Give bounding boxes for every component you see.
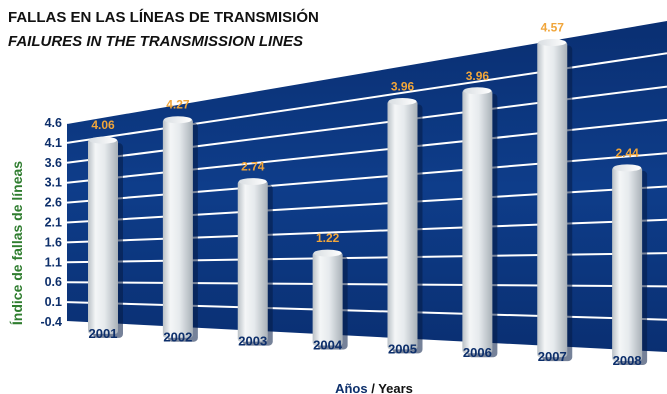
- value-label: 4.06: [91, 118, 115, 132]
- y-tick-label: 0.1: [45, 295, 62, 309]
- bar-column: [612, 166, 643, 361]
- chart-title: FALLAS EN LAS LÍNEAS DE TRANSMISIÓN FAIL…: [8, 8, 319, 50]
- value-label: 2.74: [241, 160, 265, 174]
- x-axis-label-es: Años: [335, 381, 368, 394]
- x-tick-label: 2002: [163, 330, 192, 345]
- x-axis-ticks: 2001 2002 2003 2004 2005 2006 2007 2008: [89, 326, 642, 368]
- bar: [312, 249, 348, 350]
- x-tick-label: 2008: [613, 353, 642, 368]
- y-tick-label: 3.1: [45, 176, 62, 190]
- bar-cap: [238, 178, 267, 186]
- bar-cap: [163, 116, 192, 124]
- value-label: 4.57: [541, 21, 565, 35]
- value-label: 3.96: [391, 79, 415, 93]
- bar-cap: [388, 97, 417, 105]
- bar-series: [88, 39, 648, 365]
- bar-column: [312, 252, 343, 346]
- x-axis-label: Años / Years: [335, 381, 413, 394]
- x-tick-label: 2006: [463, 345, 492, 360]
- y-tick-label: 2.1: [45, 216, 62, 230]
- bar: [162, 116, 198, 342]
- gridline: [66, 19, 667, 124]
- y-tick-label: -0.4: [40, 315, 62, 329]
- value-label: 3.96: [466, 69, 490, 83]
- value-labels: 4.06 4.27 2.74 1.22 3.96 3.96 4.57 2.44: [91, 21, 639, 246]
- y-tick-label: 2.6: [45, 196, 62, 210]
- y-axis-label: Índice de fallas de líneas: [9, 161, 25, 325]
- bar-column: [537, 41, 568, 358]
- chart-panel: [67, 20, 667, 353]
- bar-column: [462, 89, 493, 354]
- bar: [88, 136, 123, 338]
- bar: [612, 164, 648, 365]
- bar-cap: [89, 136, 117, 144]
- value-label: 1.22: [316, 231, 340, 245]
- x-axis-label-en: Years: [378, 381, 413, 394]
- x-tick-label: 2003: [238, 334, 267, 349]
- y-tick-label: 1.1: [45, 255, 62, 269]
- bar: [237, 178, 273, 346]
- bar-cap: [538, 39, 567, 47]
- y-tick-label: 4.1: [45, 136, 62, 150]
- y-tick-label: 4.6: [45, 116, 62, 130]
- x-tick-label: 2001: [89, 326, 118, 341]
- x-tick-label: 2005: [388, 341, 417, 356]
- y-axis-ticks: 4.6 4.1 3.6 3.1 2.6 2.1 1.6 1.1 0.6 0.1 -0.4: [40, 116, 62, 329]
- bar-cap: [613, 164, 642, 172]
- chart-title-en: FAILURES IN THE TRANSMISSION LINES: [8, 33, 303, 50]
- bar: [387, 97, 423, 354]
- bar-column: [237, 180, 268, 342]
- plot-area: 4.06 4.27 2.74 1.22 3.96 3.96 4.57 2.44: [66, 19, 667, 365]
- bar: [537, 39, 573, 362]
- x-axis-label-separator: /: [368, 381, 379, 394]
- bar-column: [88, 139, 118, 334]
- bar-column: [387, 100, 418, 350]
- value-label: 4.27: [166, 98, 190, 112]
- bar-column: [162, 118, 193, 338]
- y-tick-label: 0.6: [45, 275, 62, 289]
- value-label: 2.44: [615, 146, 639, 160]
- x-tick-label: 2007: [538, 349, 567, 364]
- x-tick-label: 2004: [313, 337, 343, 352]
- bar-cap: [313, 249, 342, 257]
- chart-title-es: FALLAS EN LAS LÍNEAS DE TRANSMISIÓN: [8, 8, 319, 26]
- bar: [462, 87, 498, 358]
- y-tick-label: 1.6: [45, 235, 62, 249]
- y-tick-label: 3.6: [45, 156, 62, 170]
- bar-cap: [463, 87, 492, 95]
